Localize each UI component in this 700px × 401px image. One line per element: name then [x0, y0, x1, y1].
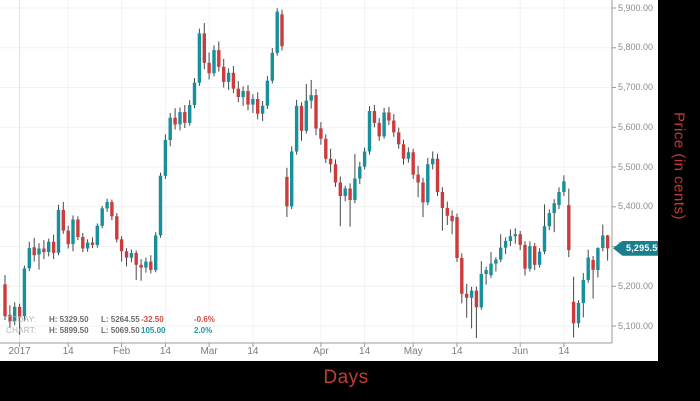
time-tick-label: 2017	[8, 346, 31, 357]
price-tick-label: 5,600.00	[618, 121, 654, 132]
price-tick-label: 5,800.00	[618, 42, 654, 53]
price-axis-title-band: Price (in cents)	[658, 0, 700, 401]
time-axis-title: Days	[323, 367, 369, 388]
legend-today-change: -32.50	[141, 315, 164, 324]
legend-chart-label: CHART:	[6, 326, 37, 335]
legend-row-today: TODAY: H: 5329.50 L: 5264.55 -32.50 -0.6…	[6, 314, 236, 325]
time-axis[interactable]: 2017 14 Feb 14 Mar 14 Apr 14 May 14 Jun 14	[0, 346, 612, 360]
time-tick-label: 14	[558, 346, 570, 357]
price-tick-label: 5,200.00	[618, 280, 654, 291]
price-tick-label: 5,100.00	[618, 320, 654, 331]
legend-today-label: TODAY:	[6, 315, 37, 324]
price-tick-label: 5,700.00	[618, 82, 654, 92]
legend-chart-change: 105.00	[141, 326, 166, 335]
time-tick-label: 14	[159, 346, 171, 357]
legend-chart-high: H: 5899.50	[49, 326, 89, 335]
price-tick-label: 5,900.00	[618, 2, 654, 13]
time-tick-label: Jun	[512, 346, 529, 357]
price-tick-label: 5,500.00	[618, 161, 654, 172]
time-tick-label: 14	[62, 346, 74, 357]
legend-today-high: H: 5329.50	[49, 315, 89, 324]
time-tick-label: Feb	[112, 346, 131, 357]
last-price-value: 5,295.50	[626, 242, 663, 253]
legend-chart-low: L: 5069.50	[101, 326, 140, 335]
legend-row-chart: CHART: H: 5899.50 L: 5069.50 105.00 2.0%	[6, 325, 236, 336]
candlestick-chart[interactable]	[0, 0, 616, 348]
legend-today-low: L: 5264.55	[101, 315, 140, 324]
price-axis[interactable]: 5,900.00 5,800.00 5,700.00 5,600.00 5,500.00…	[613, 0, 659, 343]
ohlc-legend: TODAY: H: 5329.50 L: 5264.55 -32.50 -0.6…	[6, 314, 236, 336]
time-tick-label: Apr	[313, 346, 329, 357]
time-tick-label: 14	[247, 346, 259, 357]
price-tick-label: 5,400.00	[618, 201, 654, 212]
time-axis-title-band: Days	[0, 361, 658, 401]
time-tick-label: 14	[359, 346, 371, 357]
time-tick-label: Mar	[200, 346, 218, 357]
price-axis-title: Price (in cents)	[670, 112, 688, 221]
legend-today-change-pct: -0.6%	[194, 315, 215, 324]
legend-chart-change-pct: 2.0%	[194, 326, 213, 335]
time-tick-label: May	[403, 346, 423, 357]
time-tick-label: 14	[451, 346, 463, 357]
